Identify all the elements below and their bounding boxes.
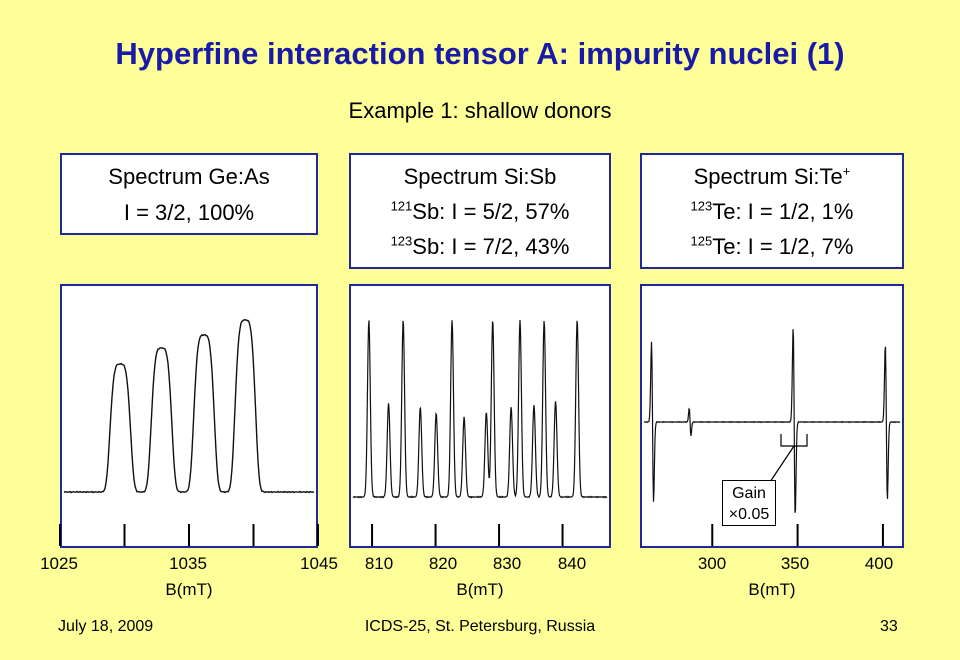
box-line: 123Sb: I = 7/2, 43% bbox=[351, 229, 609, 264]
isotope-superscript: 123 bbox=[390, 233, 413, 249]
box-line: 121Sb: I = 5/2, 57% bbox=[351, 194, 609, 229]
tick-label: 820 bbox=[428, 554, 458, 573]
box-line: I = 3/2, 100% bbox=[123, 200, 255, 225]
axis-label: B(mT) bbox=[748, 580, 796, 599]
charge-superscript: + bbox=[842, 163, 851, 179]
tick-label: 1025 bbox=[40, 554, 78, 573]
tick-label: 830 bbox=[492, 554, 522, 573]
info-box-si-sb: Spectrum Si:Sb 121Sb: I = 5/2, 57% 123Sb… bbox=[349, 153, 611, 269]
tick-label: 1035 bbox=[169, 554, 207, 573]
gain-label: Gain bbox=[732, 485, 766, 502]
info-box-ge-as: Spectrum Ge:As I = 3/2, 100% bbox=[60, 153, 318, 235]
tick-label: 350 bbox=[780, 554, 810, 573]
plot-ge-as bbox=[60, 284, 318, 548]
gain-pointer-line bbox=[769, 445, 795, 483]
plot-si-sb bbox=[349, 284, 611, 548]
gain-factor: ×0.05 bbox=[728, 506, 770, 523]
isotope-superscript: 125 bbox=[690, 233, 713, 249]
axis-label: B(mT) bbox=[165, 580, 213, 599]
box-line: Spectrum Ge:As bbox=[108, 164, 270, 189]
info-box-si-te: Spectrum Si:Te+ 123Te: I = 1/2, 1% 125Te… bbox=[640, 153, 904, 269]
tick-label: 300 bbox=[697, 554, 727, 573]
isotope-superscript: 121 bbox=[390, 198, 413, 214]
box-text: Sb: I = 7/2, 43% bbox=[412, 234, 570, 259]
tick-label: 1045 bbox=[300, 554, 338, 573]
tick-label: 840 bbox=[557, 554, 587, 573]
isotope-superscript: 123 bbox=[690, 198, 713, 214]
box-text: Te: I = 1/2, 7% bbox=[712, 234, 854, 259]
box-line: 123Te: I = 1/2, 1% bbox=[642, 194, 902, 229]
footer-conference: ICDS-25, St. Petersburg, Russia bbox=[364, 618, 596, 635]
footer-page-number: 33 bbox=[880, 618, 898, 635]
spectrum-trace-ge-as bbox=[63, 319, 315, 494]
footer-date: July 18, 2009 bbox=[58, 618, 154, 635]
spectrum-trace-si-te bbox=[643, 329, 901, 513]
spectrum-trace-si-sb bbox=[352, 319, 608, 499]
slide-title: Hyperfine interaction tensor A: impurity… bbox=[115, 36, 845, 71]
tick-label: 810 bbox=[364, 554, 394, 573]
box-line: Spectrum Si:Sb bbox=[403, 164, 557, 189]
box-text: Sb: I = 5/2, 57% bbox=[412, 199, 570, 224]
axis-label: B(mT) bbox=[456, 580, 504, 599]
tick-label: 400 bbox=[864, 554, 894, 573]
box-line: Spectrum Si:Te+ bbox=[642, 159, 902, 194]
box-text: Spectrum Si:Te bbox=[693, 164, 843, 189]
box-line: 125Te: I = 1/2, 7% bbox=[642, 229, 902, 264]
box-text: Te: I = 1/2, 1% bbox=[712, 199, 854, 224]
gain-annotation: Gain ×0.05 bbox=[722, 480, 776, 526]
slide-subtitle: Example 1: shallow donors bbox=[348, 98, 612, 123]
